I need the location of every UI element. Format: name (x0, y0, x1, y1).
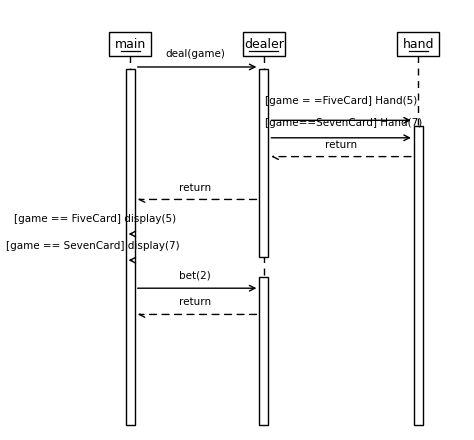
Bar (414, 126, 423, 425)
Text: deal(game): deal(game) (165, 49, 225, 59)
Text: hand: hand (402, 37, 434, 51)
Text: [game = =FiveCard] Hand(5): [game = =FiveCard] Hand(5) (265, 96, 417, 106)
Bar (126, 69, 135, 425)
Text: main: main (115, 37, 146, 51)
Text: bet(2): bet(2) (179, 270, 211, 280)
Bar (109, 32, 151, 56)
Text: return: return (179, 183, 211, 193)
Text: [game==SevenCard] Hand(7): [game==SevenCard] Hand(7) (264, 118, 422, 128)
Text: [game == SevenCard] display(7): [game == SevenCard] display(7) (6, 242, 180, 252)
Text: return: return (179, 297, 211, 307)
Bar (259, 277, 268, 425)
Bar (259, 69, 268, 257)
Text: dealer: dealer (244, 37, 284, 51)
Text: [game == FiveCard] display(5): [game == FiveCard] display(5) (14, 214, 176, 224)
Bar (398, 32, 439, 56)
Text: return: return (325, 140, 357, 150)
Bar (243, 32, 285, 56)
